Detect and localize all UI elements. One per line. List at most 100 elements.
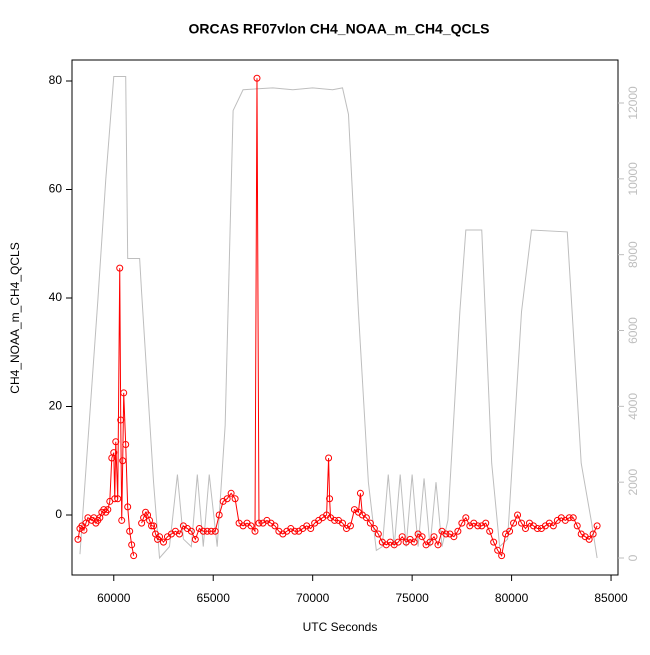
data-point xyxy=(112,438,120,446)
data-point xyxy=(442,530,450,538)
data-point xyxy=(518,519,526,527)
x-tick-label: 80000 xyxy=(495,591,529,605)
data-point xyxy=(111,495,119,503)
plot-frame xyxy=(71,59,619,576)
data-point xyxy=(410,538,418,546)
data-point xyxy=(130,552,138,560)
data-point xyxy=(116,264,124,272)
x-tick-label: 65000 xyxy=(197,591,231,605)
data-point xyxy=(271,522,279,530)
x-tick-label: 75000 xyxy=(395,591,429,605)
data-point xyxy=(124,503,132,511)
data-point xyxy=(339,519,347,527)
data-point xyxy=(120,389,128,397)
data-point xyxy=(80,526,88,534)
data-point xyxy=(426,538,434,546)
data-point xyxy=(506,527,514,535)
data-point xyxy=(565,514,573,522)
y-tick-label: 40 xyxy=(49,290,63,304)
data-point xyxy=(74,535,82,543)
data-point xyxy=(585,535,593,543)
series-line xyxy=(77,268,135,556)
data-point xyxy=(486,527,494,535)
y2-tick-label: 8000 xyxy=(626,241,640,268)
data-point xyxy=(118,516,126,524)
y2-tick-label: 4000 xyxy=(626,393,640,420)
y-tick-label: 20 xyxy=(49,399,63,413)
data-point xyxy=(203,527,211,535)
chart-title: ORCAS RF07vlon CH4_NOAA_m_CH4_QCLS xyxy=(188,21,489,37)
data-point xyxy=(331,516,339,524)
y-tick-label: 60 xyxy=(49,182,63,196)
data-point xyxy=(119,457,127,465)
data-point xyxy=(394,538,402,546)
data-point xyxy=(450,533,458,541)
data-point xyxy=(187,527,195,535)
data-point xyxy=(454,527,462,535)
data-point xyxy=(253,74,261,82)
data-point xyxy=(251,527,259,535)
data-point xyxy=(207,527,215,535)
data-point xyxy=(494,546,502,554)
data-point xyxy=(291,527,299,535)
data-point xyxy=(159,538,167,546)
data-point xyxy=(247,522,255,530)
x-tick-label: 70000 xyxy=(296,591,330,605)
data-point xyxy=(114,495,122,503)
data-point xyxy=(150,522,158,530)
data-point xyxy=(325,454,333,462)
data-point xyxy=(156,533,164,541)
data-point xyxy=(498,552,506,560)
data-point xyxy=(122,440,130,448)
y2-tick-label: 2000 xyxy=(626,469,640,496)
y-tick-label: 0 xyxy=(55,507,62,521)
data-point xyxy=(231,495,239,503)
y-tick-label: 80 xyxy=(49,73,63,87)
y2-tick-label: 6000 xyxy=(626,317,640,344)
data-point xyxy=(148,522,156,530)
data-point xyxy=(117,416,125,424)
data-point xyxy=(175,530,183,538)
data-point xyxy=(110,449,118,457)
data-point xyxy=(307,525,315,533)
y2-tick-label: 12000 xyxy=(626,86,640,120)
data-point xyxy=(223,495,231,503)
data-point xyxy=(522,525,530,533)
data-point xyxy=(514,511,522,519)
data-point xyxy=(370,525,378,533)
data-point xyxy=(482,519,490,527)
data-point xyxy=(549,522,557,530)
x-tick-label: 60000 xyxy=(97,591,131,605)
data-point xyxy=(215,511,223,519)
data-point xyxy=(326,495,334,503)
y2-tick-label: 10000 xyxy=(626,162,640,196)
data-point xyxy=(374,530,382,538)
data-point xyxy=(362,514,370,522)
data-point xyxy=(128,541,136,549)
data-point xyxy=(255,519,263,527)
data-point xyxy=(104,506,112,514)
data-point xyxy=(199,527,207,535)
data-point xyxy=(227,489,235,497)
series-line xyxy=(141,78,598,557)
x-tick-label: 85000 xyxy=(594,591,628,605)
data-point xyxy=(346,522,354,530)
data-point xyxy=(474,522,482,530)
data-point xyxy=(462,514,470,522)
y-axis-label: CH4_NOAA_m_CH4_QCLS xyxy=(8,242,22,393)
data-point xyxy=(533,525,541,533)
data-point xyxy=(356,489,364,497)
series-line xyxy=(79,75,598,560)
data-point xyxy=(593,522,601,530)
data-point xyxy=(366,519,374,527)
data-point xyxy=(589,530,597,538)
data-point xyxy=(418,533,426,541)
data-point xyxy=(211,527,219,535)
y2-tick-label: 0 xyxy=(626,554,640,561)
data-point xyxy=(430,533,438,541)
data-point xyxy=(126,527,134,535)
data-point xyxy=(569,514,577,522)
data-point xyxy=(434,541,442,549)
data-point xyxy=(398,533,406,541)
